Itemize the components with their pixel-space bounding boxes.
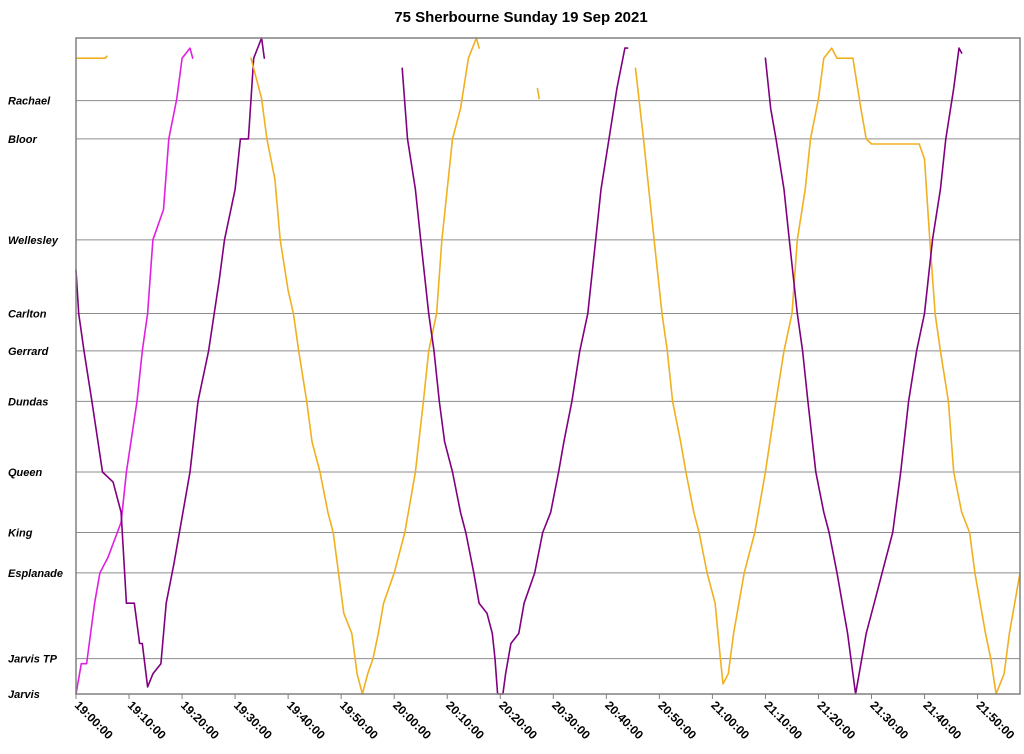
x-tick-label: 21:00:00 <box>708 698 752 742</box>
x-tick-label: 20:50:00 <box>655 698 699 742</box>
x-tick-label: 19:40:00 <box>284 698 328 742</box>
trip-line-3 <box>75 37 266 688</box>
x-tick-label: 20:30:00 <box>549 698 593 742</box>
x-tick-label: 19:30:00 <box>231 698 275 742</box>
stop-labels: Jarvis Jarvis TP Esplanade King Queen Dundas G… <box>8 96 63 701</box>
stop-label-king: King <box>8 528 33 540</box>
x-tick-label: 21:20:00 <box>814 698 858 742</box>
plot-frame <box>75 37 1021 695</box>
trip-line-6 <box>536 87 541 100</box>
x-tick-label: 21:10:00 <box>761 698 805 742</box>
x-tick-label: 20:00:00 <box>390 698 434 742</box>
stop-label-rachael: Rachael <box>8 96 51 108</box>
stop-label-wellesley: Wellesley <box>8 235 59 247</box>
x-tick-label: 19:20:00 <box>178 698 222 742</box>
trip-line-5 <box>401 47 629 695</box>
stop-label-carlton: Carlton <box>8 309 47 321</box>
stop-label-jarvis: Jarvis <box>8 689 40 701</box>
x-tick-label: 21:50:00 <box>973 698 1017 742</box>
x-tick-label: 21:40:00 <box>920 698 964 742</box>
x-tick-label: 21:30:00 <box>867 698 911 742</box>
stop-label-dundas: Dundas <box>8 396 48 408</box>
trip-line-8 <box>764 47 963 695</box>
time-tick-labels: 19:00:00 19:10:00 19:20:00 19:30:00 19:40:00… <box>72 694 1018 742</box>
trip-line-4 <box>250 37 480 695</box>
x-tick-label: 19:10:00 <box>125 698 169 742</box>
trip-line-2 <box>75 55 108 60</box>
x-tick-label: 20:10:00 <box>443 698 487 742</box>
chart-title: 75 Sherbourne Sunday 19 Sep 2021 <box>394 9 647 26</box>
gridlines <box>76 100 1020 660</box>
x-tick-label: 20:40:00 <box>602 698 646 742</box>
x-tick-label: 20:20:00 <box>496 698 540 742</box>
x-tick-label: 19:50:00 <box>337 698 381 742</box>
stop-label-queen: Queen <box>8 467 43 479</box>
trip-line-1 <box>75 47 194 695</box>
x-tick-label: 19:00:00 <box>72 698 116 742</box>
trip-lines <box>75 37 1021 695</box>
trip-line-7 <box>634 47 1021 695</box>
stop-label-jarvis-tp: Jarvis TP <box>8 654 58 666</box>
stop-label-gerrard: Gerrard <box>8 346 49 358</box>
stop-label-bloor: Bloor <box>8 134 37 146</box>
stop-label-esplanade: Esplanade <box>8 568 63 580</box>
